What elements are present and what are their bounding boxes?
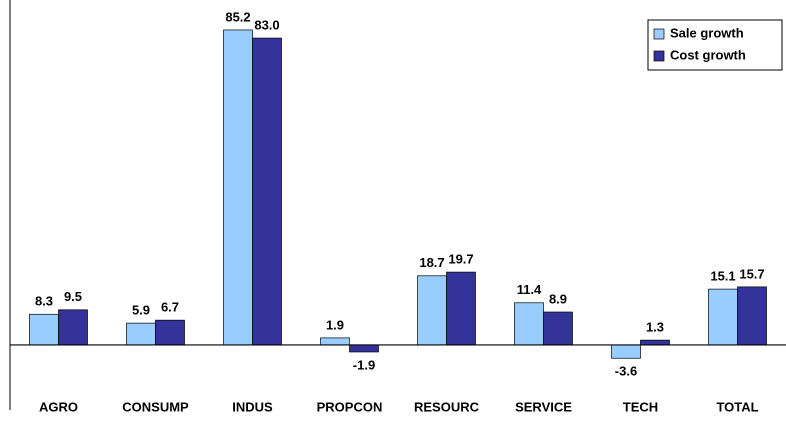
bar bbox=[349, 344, 379, 353]
bar bbox=[640, 339, 670, 346]
value-label: 8.9 bbox=[549, 291, 567, 306]
bar bbox=[155, 319, 185, 346]
value-label: 19.7 bbox=[448, 252, 473, 267]
value-label: 5.9 bbox=[132, 303, 150, 318]
x-tick-label: CONSUMP bbox=[122, 399, 189, 414]
bar bbox=[58, 309, 88, 346]
legend-swatch bbox=[653, 50, 665, 62]
x-tick-label: INDUS bbox=[232, 399, 273, 414]
x-tick-label: PROPCON bbox=[317, 399, 383, 414]
bar bbox=[737, 286, 767, 346]
bar bbox=[611, 344, 641, 359]
value-label: 11.4 bbox=[517, 282, 542, 297]
bar bbox=[514, 302, 544, 346]
x-tick-label: AGRO bbox=[39, 399, 78, 414]
value-label: 1.3 bbox=[646, 320, 664, 335]
value-label: -1.9 bbox=[353, 357, 375, 372]
bar bbox=[223, 29, 253, 346]
value-label: 15.1 bbox=[710, 269, 735, 284]
value-label: 18.7 bbox=[419, 255, 444, 270]
bar bbox=[252, 37, 282, 346]
value-label: 8.3 bbox=[35, 294, 53, 309]
bar bbox=[126, 322, 156, 346]
value-label: 6.7 bbox=[161, 300, 179, 315]
bar bbox=[417, 275, 447, 346]
bar bbox=[543, 311, 573, 346]
bar bbox=[708, 288, 738, 346]
value-label: 85.2 bbox=[225, 9, 250, 24]
legend-box bbox=[647, 19, 783, 71]
x-tick-label: TECH bbox=[623, 399, 658, 414]
value-label: 83.0 bbox=[254, 18, 279, 33]
value-label: 9.5 bbox=[64, 289, 82, 304]
x-tick-label: RESOURC bbox=[414, 399, 480, 414]
value-label: -3.6 bbox=[615, 364, 637, 379]
bar bbox=[446, 271, 476, 346]
bar bbox=[320, 337, 350, 346]
bar bbox=[29, 313, 59, 346]
x-tick-label: SERVICE bbox=[515, 399, 572, 414]
legend-swatch bbox=[653, 28, 665, 40]
legend-label: Sale growth bbox=[670, 25, 744, 40]
value-label: 1.9 bbox=[326, 317, 344, 332]
x-tick-label: TOTAL bbox=[716, 399, 758, 414]
legend-label: Cost growth bbox=[670, 47, 746, 62]
value-label: 15.7 bbox=[739, 266, 764, 281]
